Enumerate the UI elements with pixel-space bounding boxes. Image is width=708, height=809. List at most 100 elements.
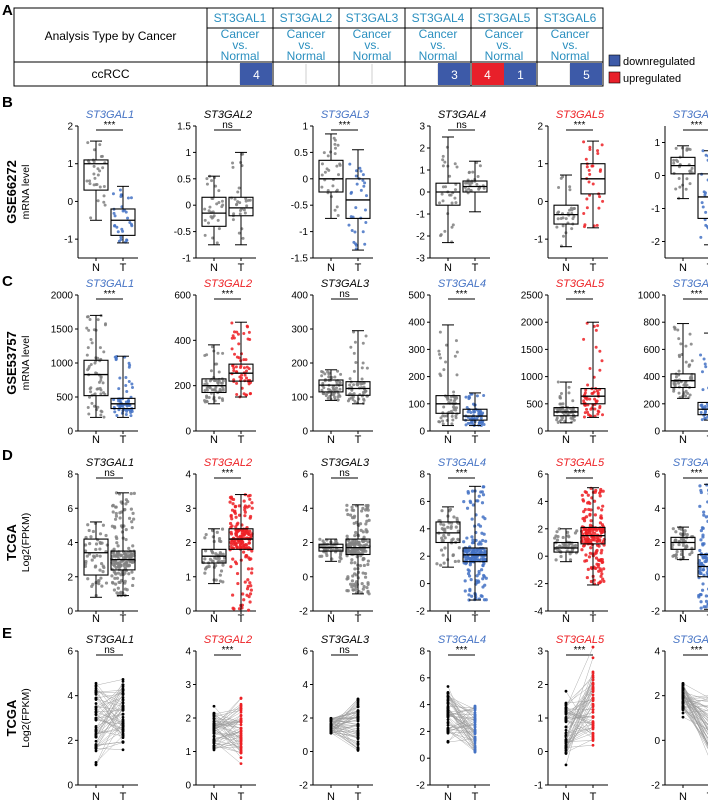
data-point: [124, 537, 128, 542]
x-tick-label: N: [444, 791, 452, 803]
data-point-n: [212, 729, 216, 733]
data-point: [247, 595, 251, 599]
paired-line: [95, 735, 124, 763]
data-point: [596, 538, 600, 542]
paired-line: [95, 684, 124, 713]
data-point: [248, 497, 252, 501]
data-point: [215, 362, 219, 366]
data-point: [241, 550, 246, 554]
data-point: [586, 493, 590, 497]
data-point: [123, 587, 128, 591]
data-point-t: [239, 739, 243, 742]
data-point: [124, 400, 128, 404]
data-point: [584, 553, 588, 557]
data-point-n: [212, 711, 216, 715]
data-point: [221, 398, 225, 402]
data-point: [354, 174, 358, 178]
data-point: [452, 399, 456, 403]
data-point: [449, 526, 453, 530]
data-point-t: [239, 727, 243, 731]
subplot-e-6: -2024NTST3GAL6***: [651, 634, 708, 803]
paired-line: [95, 711, 124, 724]
x-tick-label: N: [679, 434, 687, 446]
comparison-label: Cancer: [551, 27, 590, 41]
data-point: [566, 534, 570, 538]
data-point: [248, 600, 252, 604]
paired-line: [330, 710, 359, 719]
row-labels: TCGA Log2(FPKM): [4, 688, 32, 748]
paired-line: [682, 709, 708, 725]
data-point: [481, 563, 485, 567]
data-point: [118, 564, 122, 568]
data-point: [451, 537, 455, 541]
data-point: [331, 387, 335, 391]
data-point: [559, 402, 563, 406]
data-point: [481, 493, 486, 497]
significance-label: ***: [456, 645, 468, 656]
data-point: [221, 552, 225, 556]
data-point: [589, 579, 593, 584]
data-point: [206, 221, 210, 225]
data-point: [437, 349, 441, 353]
data-point-n: [212, 741, 216, 745]
data-point: [684, 360, 688, 364]
data-point: [124, 502, 128, 506]
data-point: [93, 176, 97, 180]
data-point: [674, 187, 678, 191]
y-tick-label: 3: [185, 504, 191, 515]
data-point: [441, 154, 445, 158]
data-point-t: [591, 710, 595, 714]
data-point: [704, 594, 708, 598]
data-point: [242, 208, 246, 212]
data-point-n: [564, 733, 568, 737]
paired-line: [565, 697, 594, 713]
data-point-t: [239, 746, 243, 750]
y-tick-label: 600: [643, 345, 660, 356]
data-point: [217, 370, 221, 374]
x-tick-label: N: [562, 434, 570, 446]
data-point-t: [121, 741, 125, 744]
data-point: [592, 499, 597, 503]
paired-line: [213, 731, 242, 740]
data-point: [690, 359, 694, 363]
data-point: [566, 412, 570, 416]
data-point-t: [591, 645, 595, 649]
data-point: [582, 212, 586, 216]
x-tick-label: N: [327, 613, 335, 625]
data-point: [96, 356, 100, 360]
data-point: [132, 491, 136, 495]
data-point: [116, 230, 120, 234]
data-point: [349, 513, 353, 517]
data-point: [354, 361, 358, 365]
data-point: [359, 528, 363, 532]
data-point: [216, 218, 220, 222]
data-point: [348, 162, 352, 166]
data-point: [471, 549, 476, 553]
data-point: [203, 218, 207, 222]
data-point: [232, 366, 236, 370]
subplot-title: ST3GAL4: [438, 634, 486, 646]
data-point: [208, 205, 212, 209]
data-point: [556, 380, 560, 384]
data-point: [127, 380, 131, 384]
data-point: [352, 521, 356, 525]
data-point: [237, 186, 241, 190]
y-tick-label: 8: [67, 470, 73, 481]
data-point: [217, 201, 221, 205]
x-tick-label: N: [210, 791, 218, 803]
data-point-n: [564, 738, 568, 741]
data-point: [349, 561, 354, 565]
paired-line: [565, 707, 594, 726]
data-point: [441, 553, 445, 557]
data-point: [581, 532, 585, 536]
x-tick-label: N: [210, 613, 218, 625]
data-point-t: [121, 748, 125, 752]
data-point: [362, 398, 366, 402]
data-point: [89, 535, 93, 539]
data-point-n: [212, 726, 216, 729]
y-tick-label: 0: [419, 754, 425, 765]
x-tick-label: N: [444, 434, 452, 446]
data-point: [363, 181, 367, 185]
